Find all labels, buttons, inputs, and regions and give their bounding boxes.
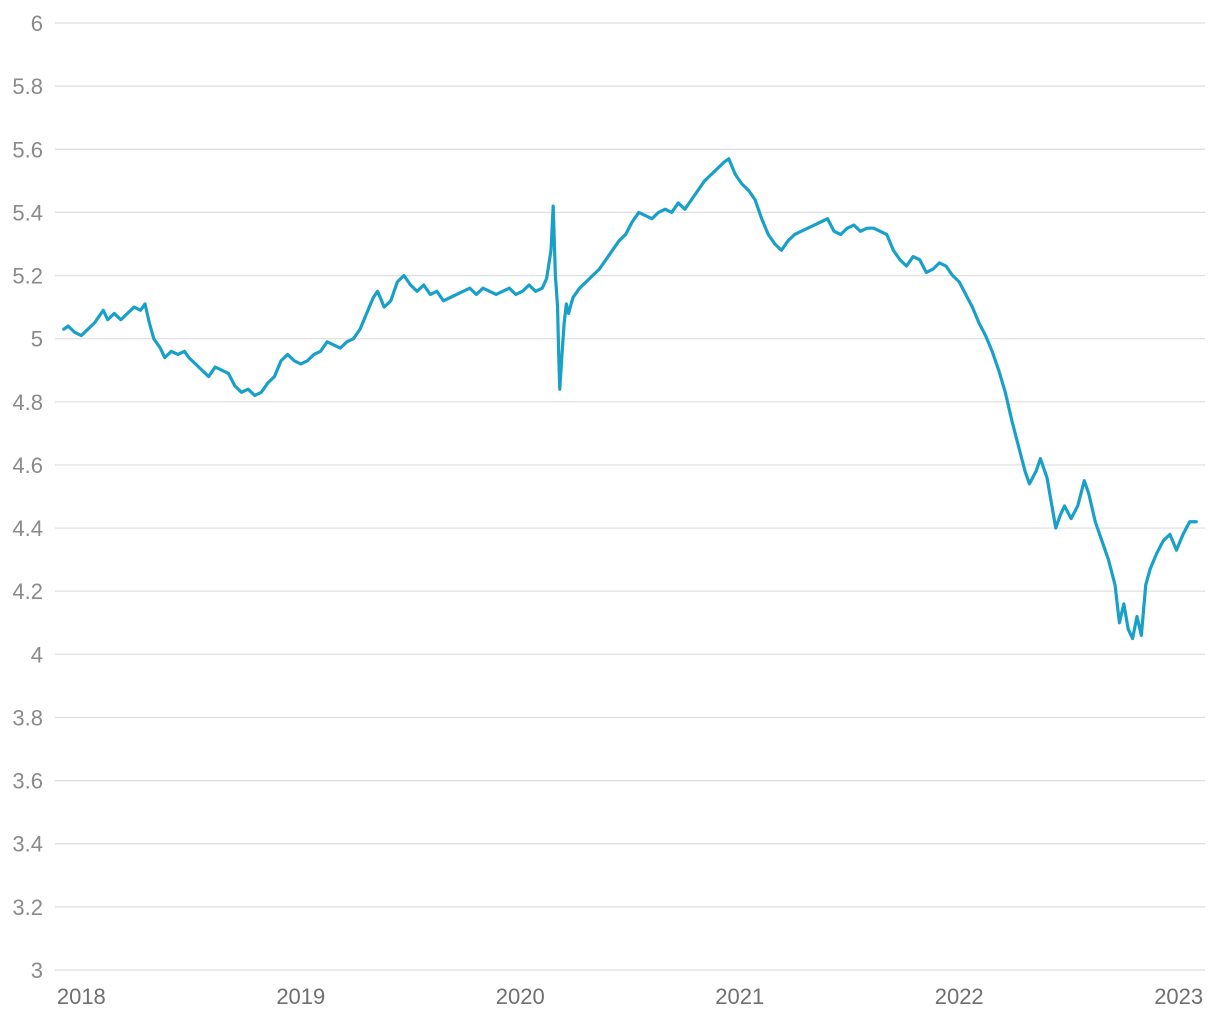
y-tick-label: 4.4 xyxy=(12,516,43,541)
y-tick-label: 3.4 xyxy=(12,832,43,857)
y-tick-label: 4.6 xyxy=(12,453,43,478)
y-tick-label: 3.8 xyxy=(12,705,43,730)
x-tick-label: 2023 xyxy=(1154,984,1203,1009)
y-tick-label: 6 xyxy=(31,11,43,36)
x-tick-label: 2021 xyxy=(715,984,764,1009)
x-tick-label: 2019 xyxy=(276,984,325,1009)
y-tick-label: 3.2 xyxy=(12,895,43,920)
y-tick-label: 5.8 xyxy=(12,74,43,99)
x-tick-label: 2022 xyxy=(935,984,984,1009)
x-tick-label: 2018 xyxy=(57,984,106,1009)
y-tick-label: 5 xyxy=(31,327,43,352)
x-tick-label: 2020 xyxy=(496,984,545,1009)
y-tick-label: 5.6 xyxy=(12,137,43,162)
x-axis-tick-labels: 2018 2019 2020 2021 2022 2023 xyxy=(57,984,1203,1009)
y-tick-label: 4.2 xyxy=(12,579,43,604)
series-line-0 xyxy=(62,157,1198,641)
y-tick-label: 4 xyxy=(31,642,43,667)
y-axis-tick-labels: 6 5.8 5.6 5.4 5.2 5 4.8 4.6 4.4 4.2 4 3.8 3.6 3.4 3.2 3 xyxy=(12,11,43,983)
y-tick-label: 5.4 xyxy=(12,200,43,225)
y-tick-label: 3.6 xyxy=(12,769,43,794)
y-tick-label: 3 xyxy=(31,958,43,983)
y-tick-label: 4.8 xyxy=(12,390,43,415)
series-layer xyxy=(62,157,1198,641)
y-tick-label: 5.2 xyxy=(12,264,43,289)
gridlines xyxy=(55,22,1205,971)
